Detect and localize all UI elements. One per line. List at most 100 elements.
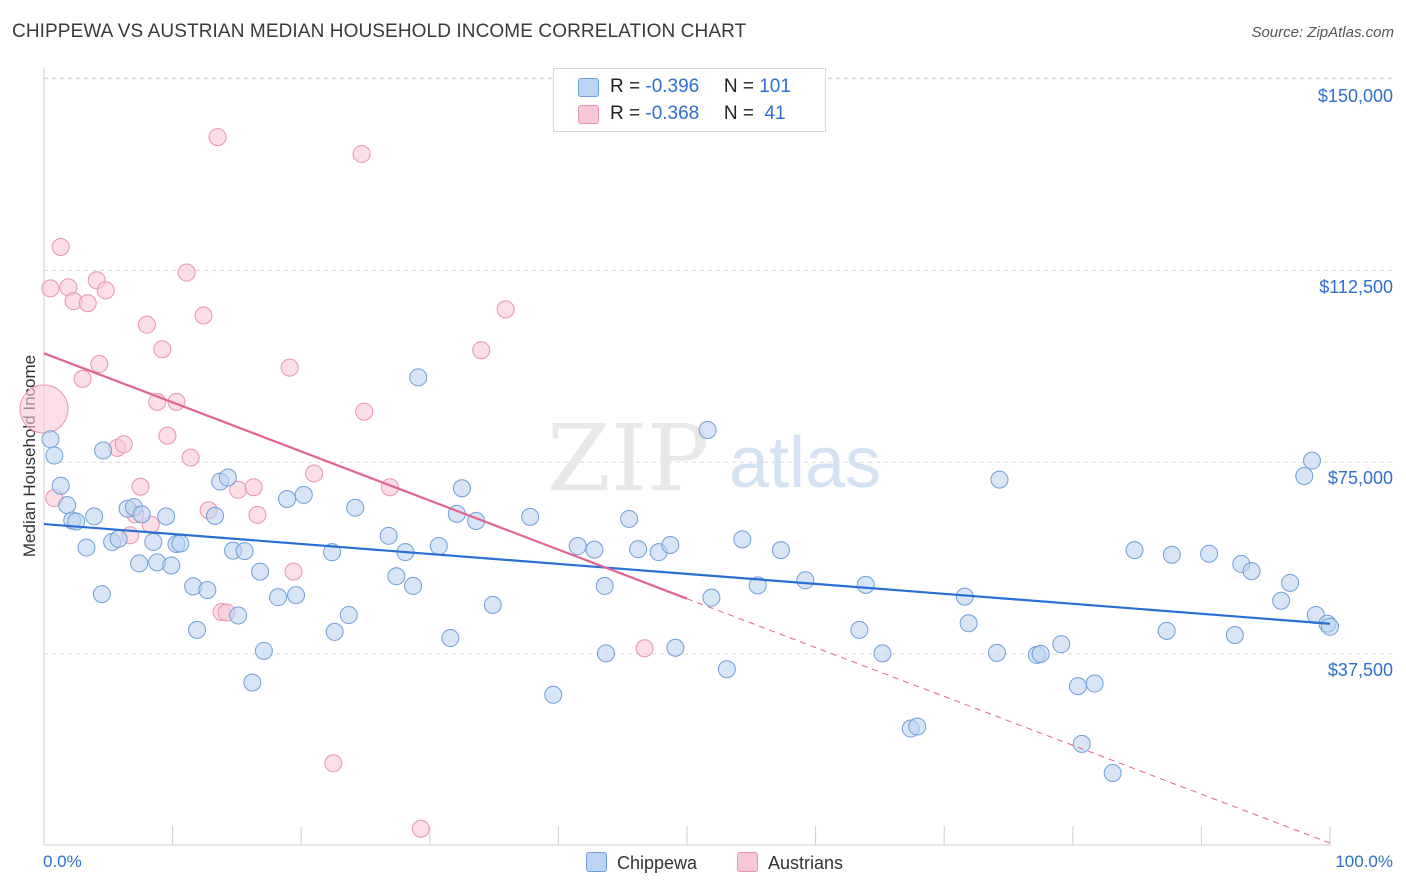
chippewa-point <box>379 526 398 545</box>
austrians-legend-label: Austrians <box>768 853 844 873</box>
chippewa-point <box>387 567 406 586</box>
chippewa-point <box>1031 644 1050 663</box>
chippewa-point <box>278 490 297 509</box>
y-tick-label-37500: $37,500 <box>1327 660 1393 680</box>
y-tick-label-75000: $75,000 <box>1327 468 1393 488</box>
austrians-point <box>194 306 213 325</box>
chippewa-point <box>235 542 254 561</box>
chippewa-point <box>51 476 70 495</box>
watermark-atlas: atlas <box>729 423 881 503</box>
correlation-legend: R = -0.396 N = 101 R = -0.368 N = 41 <box>553 68 826 132</box>
chippewa-point <box>620 509 639 528</box>
chippewa-point <box>1302 451 1321 470</box>
chippewa-point <box>850 620 869 639</box>
chippewa-point <box>254 641 273 660</box>
chippewa-point <box>441 629 460 648</box>
chippewa-point <box>429 537 448 556</box>
legend-r-label: R = <box>610 103 646 124</box>
chippewa-swatch <box>578 78 599 97</box>
chippewa-point <box>771 541 790 560</box>
chippewa-point <box>218 468 237 487</box>
chippewa-point <box>698 420 717 439</box>
chippewa-point <box>585 540 604 559</box>
chippewa-point <box>908 717 927 736</box>
austrians-trendline-extension <box>686 598 1331 844</box>
chippewa-point <box>856 575 875 594</box>
chippewa-point <box>1085 674 1104 693</box>
austrians-swatch <box>578 105 599 124</box>
austrians-point <box>158 426 177 445</box>
chippewa-point <box>206 506 225 525</box>
chippewa-point <box>595 576 614 595</box>
chippewa-point <box>873 644 892 663</box>
chippewa-point <box>1072 734 1091 753</box>
austrians-point <box>114 435 133 454</box>
chippewa-point <box>45 446 64 465</box>
chippewa-point <box>77 538 96 557</box>
chippewa-point <box>748 576 767 595</box>
austrians-point <box>324 754 343 773</box>
chippewa-point <box>1225 625 1244 644</box>
legend-n-label: N = <box>723 103 760 124</box>
austrians-point <box>41 279 60 298</box>
austrians-point <box>411 819 430 838</box>
austrians-point <box>208 128 227 147</box>
austrians-point <box>51 237 70 256</box>
chippewa-point <box>188 620 207 639</box>
chippewa-point <box>1162 545 1181 564</box>
chippewa-point <box>58 496 77 515</box>
chippewa-point <box>325 622 344 641</box>
legend-n-label: N = <box>723 76 760 97</box>
chippewa-point <box>1125 541 1144 560</box>
chippewa-point <box>1068 677 1087 696</box>
chippewa-point <box>85 507 104 526</box>
series-chippewa <box>41 368 1339 783</box>
watermark-zip: ZIP <box>547 405 709 512</box>
chippewa-point <box>409 368 428 387</box>
chippewa-point <box>269 588 288 607</box>
austrians-point <box>284 562 303 581</box>
austrians-point <box>280 358 299 377</box>
chippewa-point <box>41 430 60 449</box>
chippewa-point <box>796 571 815 590</box>
legend-r-label: R = <box>610 76 646 97</box>
chippewa-point <box>287 586 306 605</box>
chippewa-point <box>521 507 540 526</box>
austrians-point <box>78 294 97 313</box>
chippewa-legend-label: Chippewa <box>617 853 698 873</box>
chippewa-point <box>171 534 190 553</box>
chippewa-point <box>132 505 151 524</box>
chippewa-point <box>323 543 342 562</box>
austrians-point <box>73 369 92 388</box>
chippewa-point <box>229 606 248 625</box>
chippewa-point <box>1200 544 1219 563</box>
bottom-legend-chippewa: Chippewa <box>586 852 697 874</box>
y-tick-label-112500: $112,500 <box>1319 277 1393 297</box>
chippewa-point <box>629 540 648 559</box>
chippewa-point <box>162 556 181 575</box>
austrians-point <box>248 505 267 524</box>
chippewa-point <box>346 498 365 517</box>
chippewa-point <box>1272 591 1291 610</box>
chippewa-point <box>596 644 615 663</box>
chippewa-point <box>1281 573 1300 592</box>
austrians-trendline <box>43 352 688 600</box>
chippewa-point <box>243 673 262 692</box>
chippewa-point <box>294 485 313 504</box>
chippewa-point <box>702 588 721 607</box>
legend-n-value-chippewa: 101 <box>759 76 791 97</box>
austrians-point <box>137 315 156 334</box>
austrians-point <box>496 300 515 319</box>
austrians-point <box>131 477 150 496</box>
chippewa-point <box>733 530 752 549</box>
austrians-point <box>19 384 69 434</box>
chippewa-point <box>92 585 111 604</box>
austrians-point <box>90 355 109 374</box>
chippewa-point <box>404 576 423 595</box>
chippewa-point <box>959 614 978 633</box>
chippewa-point <box>568 537 587 556</box>
chippewa-point <box>339 606 358 625</box>
chippewa-point <box>109 529 128 548</box>
austrians-point <box>177 263 196 282</box>
